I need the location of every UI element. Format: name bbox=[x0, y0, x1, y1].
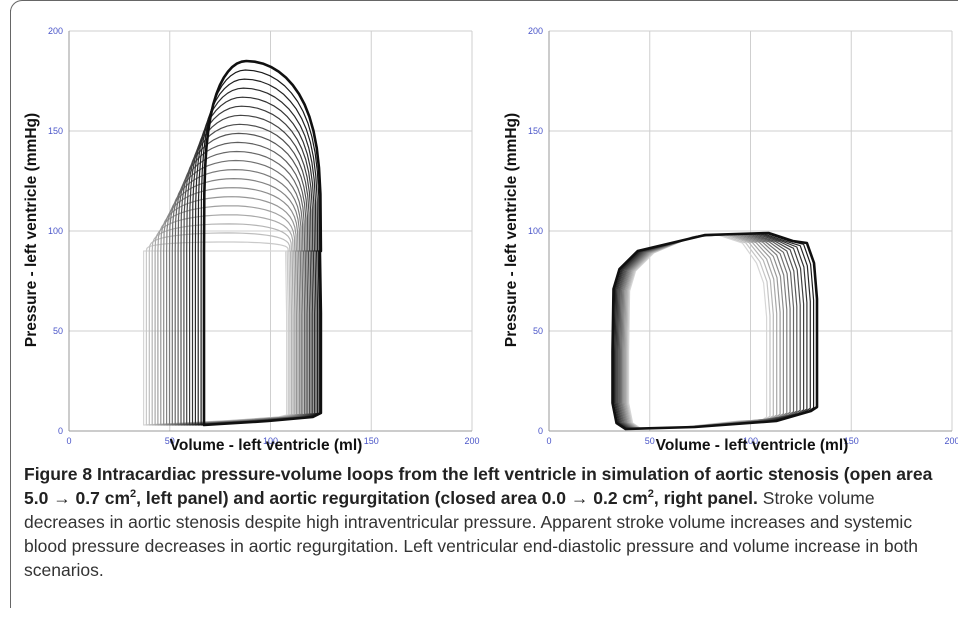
pv-loop bbox=[143, 250, 288, 426]
caption-title-part-c: , right panel. bbox=[653, 488, 758, 508]
y-tick-label: 200 bbox=[528, 26, 543, 36]
y-tick-label: 100 bbox=[528, 226, 543, 236]
x-axis-label: Volume - left ventricle (ml) bbox=[170, 437, 363, 454]
axes bbox=[68, 31, 472, 432]
y-tick-label: 0 bbox=[538, 426, 543, 436]
pv-loop bbox=[621, 233, 788, 430]
caption-body: Stroke volume decreases in aortic stenos… bbox=[24, 488, 918, 580]
caption-title-part-a: Intracardiac pressure-volume loops from … bbox=[24, 464, 933, 508]
figure-label: Figure 8 bbox=[24, 464, 93, 484]
x-axis-label: Volume - left ventricle (ml) bbox=[656, 437, 849, 454]
axes bbox=[548, 31, 952, 432]
plot-left: 0 50 100 150 200 0 50 100 150 200 Volume - left v… bbox=[23, 26, 480, 454]
pv-loop bbox=[171, 159, 304, 426]
x-tick-label: 50 bbox=[645, 436, 655, 446]
y-tick-label: 150 bbox=[528, 126, 543, 136]
tick-labels: 0 50 100 150 200 0 50 100 150 200 bbox=[528, 26, 958, 446]
x-tick-label: 100 bbox=[263, 436, 278, 446]
y-tick-label: 200 bbox=[48, 26, 63, 36]
x-tick-label: 0 bbox=[66, 436, 71, 446]
loops bbox=[143, 59, 323, 427]
x-tick-label: 200 bbox=[944, 436, 958, 446]
figure-caption: Figure 8 Intracardiac pressure-volume lo… bbox=[24, 462, 954, 582]
pv-loop bbox=[622, 233, 784, 430]
y-tick-label: 50 bbox=[533, 326, 543, 336]
tick-labels: 0 50 100 150 200 0 50 100 150 200 bbox=[48, 26, 480, 446]
pv-loop bbox=[611, 231, 819, 431]
figure-frame-left bbox=[10, 10, 11, 608]
y-tick-label: 50 bbox=[53, 326, 63, 336]
caption-title: Figure 8 Intracardiac pressure-volume lo… bbox=[24, 464, 932, 508]
y-axis-label: Pressure - left ventricle (mmHg) bbox=[23, 113, 40, 347]
plot-right: 0 50 100 150 200 0 50 100 150 200 Volume - left v… bbox=[503, 26, 958, 454]
x-tick-label: 0 bbox=[546, 436, 551, 446]
pv-loop bbox=[145, 241, 289, 426]
y-tick-label: 0 bbox=[58, 426, 63, 436]
x-tick-label: 100 bbox=[743, 436, 758, 446]
pv-loop bbox=[626, 234, 771, 430]
y-tick-label: 150 bbox=[48, 126, 63, 136]
caption-title-part-b: , left panel) and aortic regurgitation (… bbox=[136, 488, 648, 508]
grid bbox=[69, 30, 473, 431]
x-tick-label: 150 bbox=[844, 436, 859, 446]
x-tick-label: 50 bbox=[165, 436, 175, 446]
y-tick-label: 100 bbox=[48, 226, 63, 236]
x-tick-label: 200 bbox=[464, 436, 479, 446]
pv-loop bbox=[202, 59, 323, 427]
loops bbox=[611, 231, 819, 431]
pv-loop bbox=[625, 234, 774, 430]
pv-loop bbox=[174, 150, 306, 426]
pv-loop bbox=[148, 232, 291, 426]
pv-loop bbox=[624, 234, 778, 430]
y-axis-label: Pressure - left ventricle (mmHg) bbox=[503, 113, 520, 347]
x-tick-label: 150 bbox=[364, 436, 379, 446]
figure-frame bbox=[10, 0, 958, 17]
superscript: 2 bbox=[647, 488, 654, 501]
superscript: 2 bbox=[130, 488, 137, 501]
grid bbox=[549, 30, 953, 431]
